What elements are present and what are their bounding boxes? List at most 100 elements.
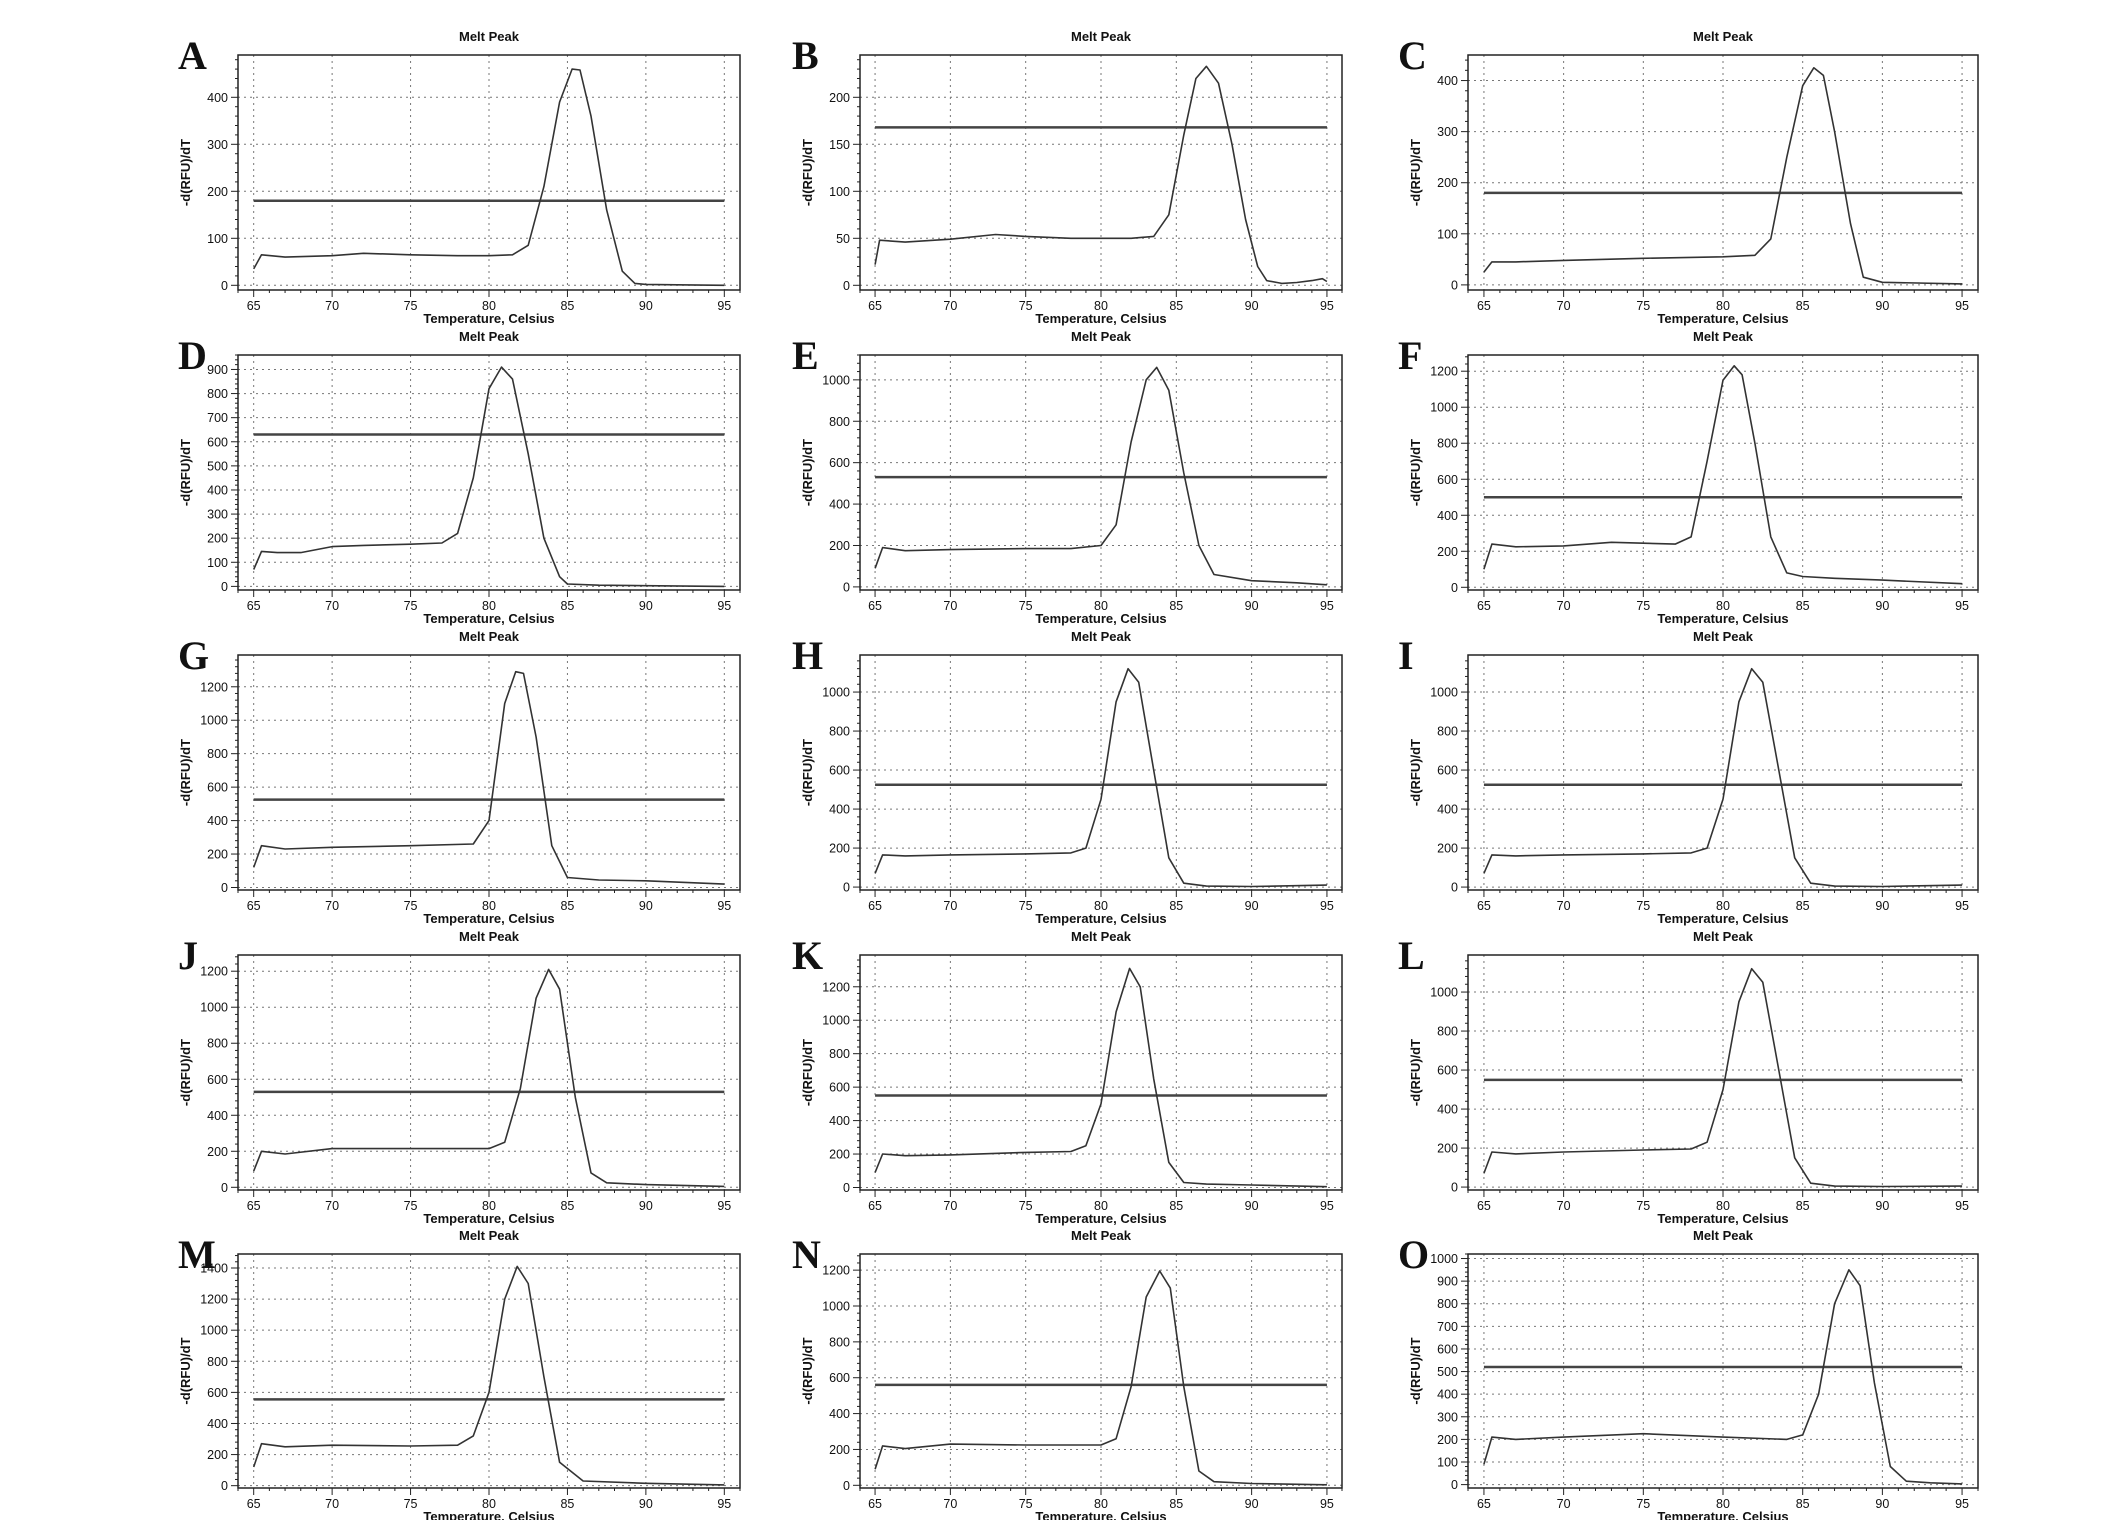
panel-n-ytick-label: 200 bbox=[829, 1443, 850, 1457]
panel-j-ytick-label: 1200 bbox=[200, 965, 228, 979]
panel-h-ylabel: -d(RFU)/dT bbox=[800, 739, 815, 806]
panel-d-xtick-label: 90 bbox=[639, 599, 653, 613]
panel-g-letter: G bbox=[178, 633, 209, 678]
panel-e: E Melt Peak 65 70 75 80 85 90 95 0 200 400 600 800 100… bbox=[792, 329, 1343, 626]
panel-k-melt-curve bbox=[874, 967, 1327, 1188]
panel-c-ytick-label: 200 bbox=[1437, 176, 1458, 190]
panel-c-title: Melt Peak bbox=[1693, 29, 1754, 44]
panel-o-grid bbox=[1468, 1254, 1978, 1488]
panel-o-title: Melt Peak bbox=[1693, 1228, 1754, 1243]
panel-j-xtick-label: 85 bbox=[560, 1199, 574, 1213]
panel-o-xtick-label: 90 bbox=[1875, 1497, 1889, 1511]
panel-f-axis-ticks bbox=[1461, 356, 1979, 597]
panel-k-ytick-label: 200 bbox=[829, 1148, 850, 1162]
panel-o-xtick-label: 65 bbox=[1477, 1497, 1491, 1511]
panel-h-ytick-label: 800 bbox=[829, 725, 850, 739]
panel-j-ytick-label: 400 bbox=[207, 1109, 228, 1123]
panel-h-xtick-label: 70 bbox=[943, 899, 957, 913]
panel-k-xtick-label: 70 bbox=[943, 1199, 957, 1213]
panel-e-grid bbox=[860, 355, 1342, 590]
panel-m-ytick-label: 400 bbox=[207, 1417, 228, 1431]
panel-d-ytick-label: 300 bbox=[207, 508, 228, 522]
panel-o-ytick-label: 500 bbox=[1437, 1365, 1458, 1379]
panel-k-ytick-label: 800 bbox=[829, 1047, 850, 1061]
panel-j-title: Melt Peak bbox=[459, 929, 520, 944]
panel-j-xtick-label: 95 bbox=[717, 1199, 731, 1213]
panel-n-xtick-label: 90 bbox=[1245, 1497, 1259, 1511]
panel-m-letter: M bbox=[178, 1232, 216, 1277]
panel-o-ylabel: -d(RFU)/dT bbox=[1408, 1337, 1423, 1404]
panel-j-grid bbox=[238, 955, 740, 1190]
panel-g-grid bbox=[238, 655, 740, 890]
panel-m-ytick-label: 1200 bbox=[200, 1293, 228, 1307]
panel-d-melt-curve bbox=[252, 366, 725, 588]
panel-a-xtick-label: 75 bbox=[404, 299, 418, 313]
panel-f-xtick-label: 95 bbox=[1955, 599, 1969, 613]
panel-h: H Melt Peak 65 70 75 80 85 90 95 0 200 400 600 800 100… bbox=[792, 629, 1343, 926]
panel-m-xtick-label: 95 bbox=[717, 1497, 731, 1511]
panel-c-xtick-label: 95 bbox=[1955, 299, 1969, 313]
panel-b-ytick-label: 200 bbox=[829, 91, 850, 105]
panel-o-xtick-label: 75 bbox=[1636, 1497, 1650, 1511]
panel-m: M Melt Peak 65 70 75 80 85 90 95 0 200 400 600 800 100… bbox=[178, 1228, 741, 1520]
panel-i-xtick-label: 90 bbox=[1875, 899, 1889, 913]
panel-o-xtick-label: 85 bbox=[1796, 1497, 1810, 1511]
panel-l-xtick-label: 85 bbox=[1796, 1199, 1810, 1213]
panel-a-xtick-label: 90 bbox=[639, 299, 653, 313]
panel-i: I Melt Peak 65 70 75 80 85 90 95 0 200 400 600 800 100… bbox=[1398, 629, 1979, 926]
panel-o-letter: O bbox=[1398, 1232, 1429, 1277]
panel-j-ytick-label: 200 bbox=[207, 1145, 228, 1159]
panel-a-xlabel: Temperature, Celsius bbox=[423, 311, 554, 326]
panel-o-ytick-label: 900 bbox=[1437, 1275, 1458, 1289]
panel-e-ytick-label: 600 bbox=[829, 456, 850, 470]
panel-i-xtick-label: 75 bbox=[1636, 899, 1650, 913]
panel-e-melt-curve bbox=[874, 366, 1327, 586]
panel-m-ylabel: -d(RFU)/dT bbox=[178, 1337, 193, 1404]
panel-o-xtick-label: 80 bbox=[1716, 1497, 1730, 1511]
panel-c-xtick-label: 85 bbox=[1796, 299, 1810, 313]
panel-a-ytick-label: 400 bbox=[207, 91, 228, 105]
panel-c-xtick-label: 75 bbox=[1636, 299, 1650, 313]
panel-l-xlabel: Temperature, Celsius bbox=[1657, 1211, 1788, 1226]
panel-f-ytick-label: 1000 bbox=[1430, 401, 1458, 415]
panel-g-melt-curve bbox=[252, 670, 725, 885]
panel-k-axis-ticks bbox=[853, 959, 1343, 1197]
panel-f-ylabel: -d(RFU)/dT bbox=[1408, 439, 1423, 506]
panel-i-xtick-label: 65 bbox=[1477, 899, 1491, 913]
panel-c-grid bbox=[1468, 55, 1978, 290]
panel-k-grid bbox=[860, 955, 1342, 1190]
panel-d-letter: D bbox=[178, 333, 207, 378]
panel-g-ylabel: -d(RFU)/dT bbox=[178, 739, 193, 806]
panel-f-xlabel: Temperature, Celsius bbox=[1657, 611, 1788, 626]
panel-k: K Melt Peak 65 70 75 80 85 90 95 0 200 400 600 800 100… bbox=[792, 929, 1343, 1226]
panel-b-axis-ticks bbox=[853, 59, 1343, 297]
panel-l-ylabel: -d(RFU)/dT bbox=[1408, 1039, 1423, 1106]
panel-c-xlabel: Temperature, Celsius bbox=[1657, 311, 1788, 326]
panel-b-ylabel: -d(RFU)/dT bbox=[800, 139, 815, 206]
panel-g-ytick-label: 400 bbox=[207, 814, 228, 828]
panel-i-grid bbox=[1468, 655, 1978, 890]
panel-g-xtick-label: 85 bbox=[560, 899, 574, 913]
panel-d-xtick-label: 85 bbox=[560, 599, 574, 613]
panel-e-ytick-label: 0 bbox=[843, 580, 850, 594]
panel-n-title: Melt Peak bbox=[1071, 1228, 1132, 1243]
panel-d-ytick-label: 0 bbox=[221, 580, 228, 594]
panel-i-ytick-label: 800 bbox=[1437, 725, 1458, 739]
panel-k-ylabel: -d(RFU)/dT bbox=[800, 1039, 815, 1106]
panel-d-ytick-label: 900 bbox=[207, 363, 228, 377]
panel-n-xtick-label: 95 bbox=[1320, 1497, 1334, 1511]
panel-o-melt-curve bbox=[1483, 1269, 1963, 1485]
panel-j-ytick-label: 600 bbox=[207, 1073, 228, 1087]
panel-g-axis-ticks bbox=[231, 659, 741, 897]
panel-f-xtick-label: 70 bbox=[1557, 599, 1571, 613]
panel-n: N Melt Peak 65 70 75 80 85 90 95 0 200 400 600 800 100… bbox=[792, 1228, 1343, 1520]
panel-c-axis-ticks bbox=[1461, 59, 1979, 297]
panel-l-title: Melt Peak bbox=[1693, 929, 1754, 944]
panel-h-ytick-label: 200 bbox=[829, 842, 850, 856]
panel-i-xtick-label: 85 bbox=[1796, 899, 1810, 913]
panel-c-ylabel: -d(RFU)/dT bbox=[1408, 139, 1423, 206]
panel-f: F Melt Peak 65 70 75 80 85 90 95 0 200 400 600 800 100… bbox=[1398, 329, 1979, 626]
panel-d-ytick-label: 100 bbox=[207, 556, 228, 570]
panel-e-title: Melt Peak bbox=[1071, 329, 1132, 344]
panel-d-ytick-label: 500 bbox=[207, 459, 228, 473]
